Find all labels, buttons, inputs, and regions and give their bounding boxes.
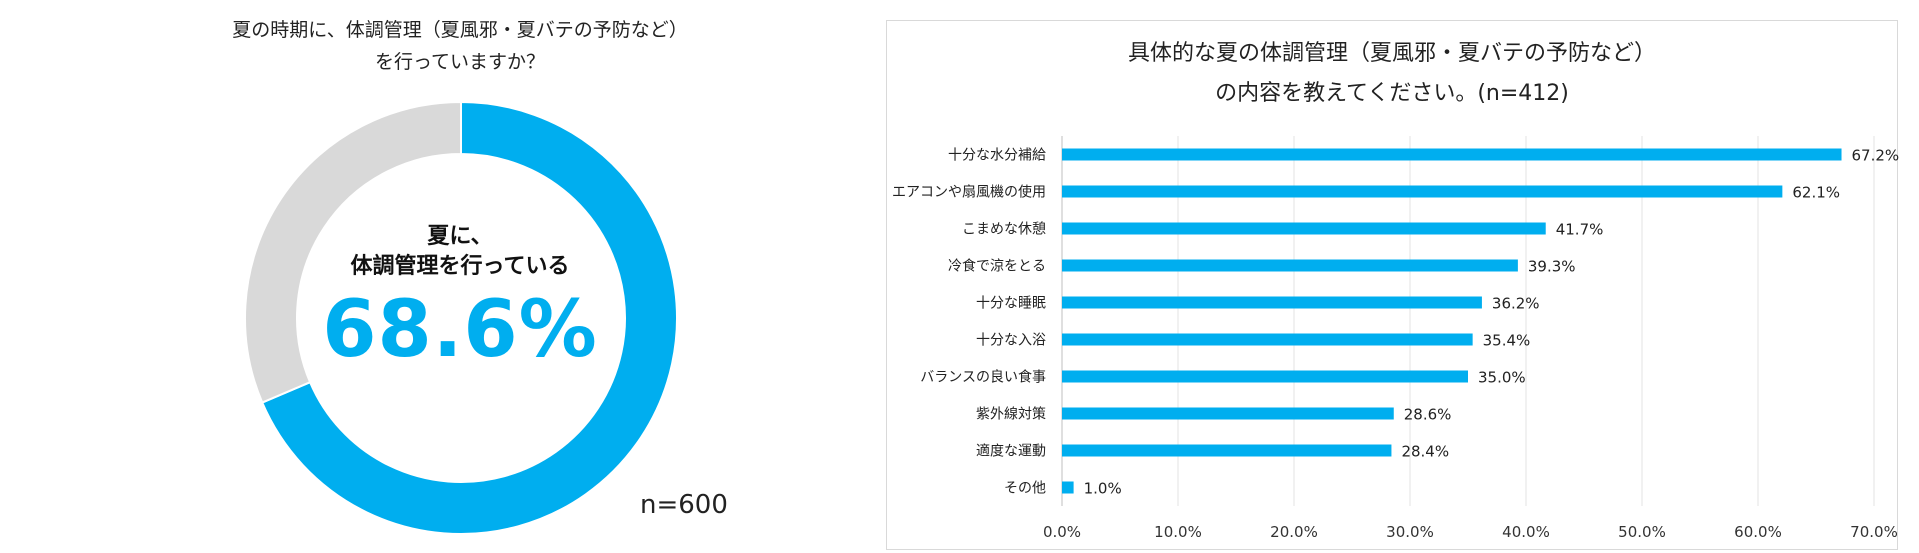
category-label: エアコンや扇風機の使用: [892, 184, 1046, 201]
x-tick-label: 0.0%: [1043, 523, 1081, 541]
bar: [1062, 259, 1518, 272]
category-label: 適度な運動: [976, 443, 1046, 460]
bar: [1062, 222, 1546, 235]
donut-title-line2: を行っていますか？: [374, 51, 546, 73]
bar: [1062, 481, 1074, 494]
bar: [1062, 444, 1392, 457]
bar-value-label: 36.2%: [1492, 295, 1540, 313]
donut-center-line1: 夏に、: [427, 224, 493, 249]
bar: [1062, 370, 1468, 383]
bar: [1062, 333, 1473, 346]
donut-center-line2: 体調管理を行っている: [350, 254, 570, 279]
category-label: 十分な水分補給: [948, 148, 1046, 164]
donut-sample-size: n=600: [640, 490, 728, 520]
bar-value-label: 62.1%: [1792, 184, 1840, 202]
donut-center-value: 68.6%: [322, 285, 598, 375]
bar-value-label: 28.6%: [1404, 406, 1452, 424]
bar-title-line2: の内容を教えてください。(n=412): [1215, 81, 1569, 106]
donut-title-line1: 夏の時期に、体調管理（夏風邪・夏バテの予防など）: [232, 19, 688, 41]
bar: [1062, 296, 1482, 309]
x-tick-label: 30.0%: [1386, 523, 1434, 541]
donut-slice-0: [260, 100, 678, 535]
x-tick-label: 70.0%: [1850, 523, 1898, 541]
bar: [1062, 185, 1783, 198]
x-tick-label: 50.0%: [1618, 523, 1666, 541]
category-label: 冷食で涼をとる: [948, 258, 1046, 275]
bar-value-label: 35.4%: [1483, 332, 1531, 350]
category-label: その他: [1004, 481, 1046, 497]
x-tick-label: 10.0%: [1154, 523, 1202, 541]
category-label: 十分な入浴: [976, 333, 1046, 349]
x-tick-label: 20.0%: [1270, 523, 1318, 541]
bar: [1062, 148, 1842, 161]
bar-value-label: 41.7%: [1556, 221, 1604, 239]
category-label: こまめな休憩: [962, 221, 1046, 238]
bar-value-label: 35.0%: [1478, 369, 1526, 387]
bar-title-line1: 具体的な夏の体調管理（夏風邪・夏バテの予防など）: [1127, 41, 1656, 66]
donut-chart: [244, 100, 678, 535]
donut-center: 夏に、 体調管理を行っている 68.6%: [280, 222, 640, 370]
x-tick-label: 60.0%: [1734, 523, 1782, 541]
bar-chart-panel: [886, 20, 1898, 550]
bar-value-label: 1.0%: [1084, 480, 1122, 498]
bar-value-label: 39.3%: [1528, 258, 1576, 276]
category-label: 紫外線対策: [976, 406, 1046, 423]
category-label: バランスの良い食事: [920, 369, 1046, 386]
donut-slice-1: [244, 100, 462, 404]
bar-value-label: 67.2%: [1852, 147, 1900, 165]
category-label: 十分な睡眠: [976, 296, 1046, 312]
bar-chart-title: 具体的な夏の体調管理（夏風邪・夏バテの予防など） の内容を教えてください。(n=…: [886, 34, 1898, 114]
donut-chart-title: 夏の時期に、体調管理（夏風邪・夏バテの予防など） を行っていますか？: [160, 14, 760, 78]
bar: [1062, 407, 1394, 420]
x-tick-label: 40.0%: [1502, 523, 1550, 541]
bar-value-label: 28.4%: [1401, 443, 1449, 461]
